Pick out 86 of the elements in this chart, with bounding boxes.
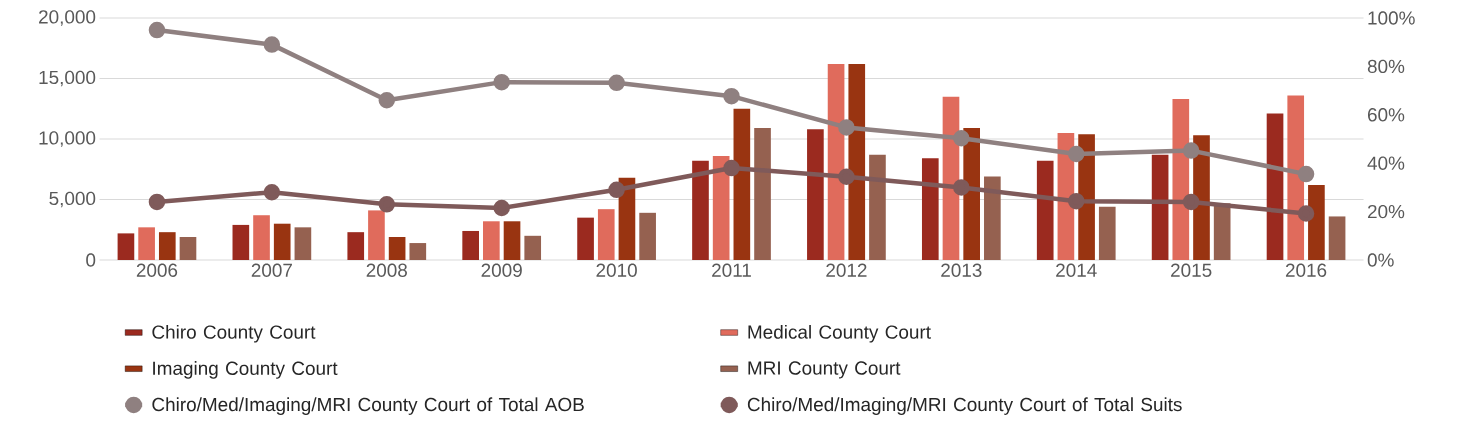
legend-label: Chiro/Med/Imaging/MRI County Court of Total AOB — [152, 397, 584, 415]
point — [1182, 193, 1200, 211]
bar — [1098, 206, 1116, 260]
legend-label: Chiro/Med/Imaging/MRI County Court of Total Suits — [747, 397, 1182, 415]
x-tick-label: 2014 — [1056, 263, 1097, 277]
y-tick-label: 20,000 — [39, 10, 96, 26]
bar — [848, 63, 866, 260]
x-tick-label: 2009 — [481, 263, 522, 277]
bar — [921, 158, 939, 260]
point — [608, 74, 625, 92]
bar — [117, 233, 135, 260]
point — [493, 73, 510, 91]
point — [1297, 165, 1315, 183]
point — [263, 183, 281, 201]
bar — [294, 227, 312, 260]
legend-label: Chiro County Court — [152, 324, 316, 343]
y2-tick-label: 80% — [1367, 59, 1405, 74]
y2-tick-label: 100% — [1368, 11, 1415, 25]
point — [1067, 145, 1085, 163]
x-tick-label: 2016 — [1285, 263, 1327, 277]
bar — [524, 235, 542, 260]
x-tick-label: 2007 — [251, 263, 292, 277]
bar — [1172, 99, 1190, 260]
bar — [1266, 113, 1284, 260]
y-tick-label: 0 — [86, 253, 96, 267]
point — [953, 179, 970, 196]
bar — [388, 237, 406, 260]
y-tick-label: 15,000 — [39, 70, 96, 87]
bar — [639, 212, 656, 260]
bar — [984, 176, 1001, 260]
point — [148, 193, 166, 211]
bar — [158, 232, 176, 260]
bar — [409, 243, 427, 260]
point — [148, 21, 166, 39]
bar — [347, 232, 365, 260]
point — [263, 36, 281, 53]
bar — [597, 209, 615, 260]
y2-tick-label: 0% — [1367, 253, 1394, 267]
bar — [462, 230, 479, 260]
point — [838, 168, 855, 185]
y2-tick-label: 60% — [1367, 108, 1405, 122]
bar — [1151, 154, 1169, 260]
bar — [273, 223, 291, 260]
point — [1297, 205, 1315, 222]
x-tick-label: 2006 — [136, 263, 178, 277]
point — [838, 119, 855, 136]
legend-label: MRI County Court — [748, 361, 901, 379]
x-tick-label: 2010 — [596, 263, 637, 277]
x-tick-label: 2008 — [366, 263, 407, 277]
legend-label: Medical County Court — [748, 324, 931, 343]
bar — [232, 224, 250, 260]
y-tick-label: 5,000 — [49, 191, 96, 208]
bar — [869, 154, 886, 260]
bar — [179, 237, 197, 260]
bar — [1213, 203, 1231, 260]
point — [723, 87, 740, 105]
point — [608, 181, 625, 199]
point — [953, 130, 970, 147]
x-tick-label: 2013 — [941, 263, 982, 277]
point — [1067, 192, 1085, 210]
point — [378, 196, 396, 213]
x-tick-label: 2015 — [1171, 263, 1212, 277]
bar — [483, 221, 500, 260]
bar — [807, 129, 824, 260]
bar — [692, 160, 709, 260]
bar — [253, 215, 270, 260]
bar — [1036, 160, 1054, 260]
bar — [733, 108, 751, 260]
bar — [754, 128, 771, 260]
bar — [368, 210, 385, 260]
x-tick-label: 2011 — [712, 263, 751, 277]
point — [378, 92, 396, 109]
x-tick-label: 2012 — [826, 263, 867, 277]
bar — [138, 227, 155, 260]
y-tick-label: 10,000 — [39, 131, 96, 147]
legend-label: Imaging County Court — [153, 361, 338, 379]
point — [493, 199, 510, 217]
point — [723, 159, 740, 177]
y2-tick-label: 20% — [1367, 204, 1405, 219]
y2-tick-label: 40% — [1367, 156, 1405, 170]
bar — [503, 221, 521, 260]
bar — [1328, 216, 1346, 260]
bar — [577, 217, 594, 260]
bar — [1287, 95, 1305, 260]
bar — [1308, 184, 1325, 260]
point — [1182, 142, 1200, 159]
